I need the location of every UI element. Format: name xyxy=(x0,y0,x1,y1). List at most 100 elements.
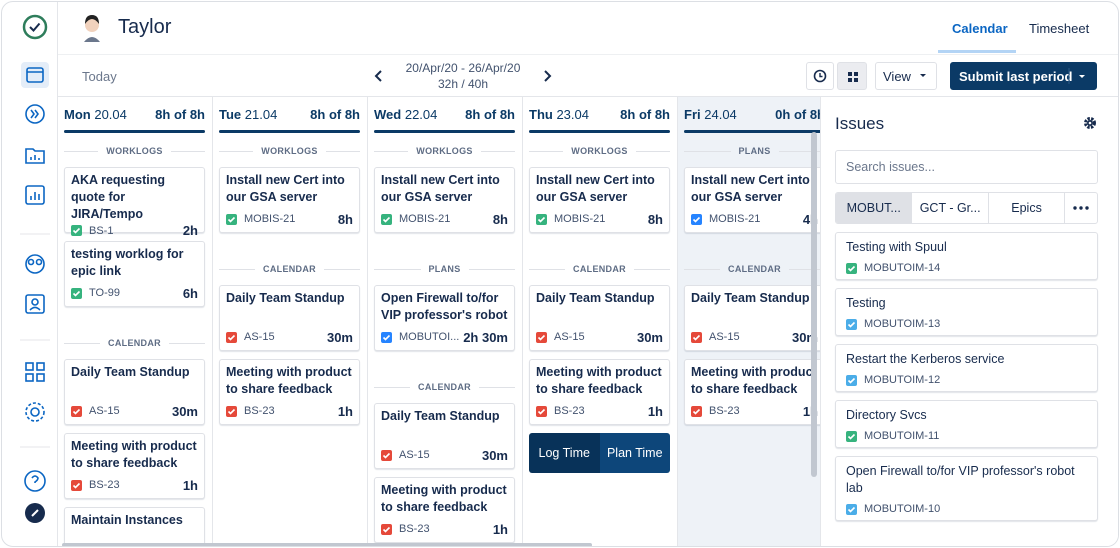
horizontal-scrollbar[interactable] xyxy=(62,543,592,546)
worklog-card[interactable]: Install new Cert into our GSA server MOBI… xyxy=(219,167,360,233)
card-time: 30m xyxy=(636,329,663,345)
card-title: Meeting with product to share feedback xyxy=(691,365,817,396)
view-button[interactable]: View xyxy=(875,62,937,90)
issues-panel: Issues Search issues... MOBUT... GCT - G… xyxy=(820,97,1118,546)
worklog-card[interactable]: Meeting with product to share feedback BS… xyxy=(529,359,670,425)
action-button[interactable]: Log Time xyxy=(529,433,600,473)
issue-title: Testing xyxy=(846,296,886,310)
issue-type-icon xyxy=(536,213,547,225)
worklog-card[interactable]: Maintain Instances xyxy=(64,507,205,546)
nav-calendar[interactable] xyxy=(21,62,49,88)
worklog-card[interactable]: AKA requesting quote for JIRA/Tempo BS-1 2… xyxy=(64,167,205,238)
issue-type-icon xyxy=(381,331,392,343)
section-title: CALENDAR xyxy=(263,264,316,274)
today-button[interactable]: Today xyxy=(82,69,117,84)
card-footer: AS-15 30m xyxy=(691,329,818,345)
toolbar: Today 20/Apr/20 - 26/Apr/20 32h / 40h Vie… xyxy=(58,54,1118,97)
worklog-card[interactable]: Daily Team Standup AS-15 30m xyxy=(219,285,360,351)
worklog-card[interactable]: Daily Team Standup AS-15 30m xyxy=(529,285,670,351)
vertical-scrollbar[interactable] xyxy=(811,132,817,477)
issue-key-row: MOBUTOIM-10 xyxy=(846,503,1087,515)
timesheet-tab[interactable]: Timesheet xyxy=(1029,21,1090,36)
issue-card[interactable]: Testing MOBUTOIM-13 xyxy=(835,288,1098,336)
card-title: Meeting with product to share feedback xyxy=(71,439,197,470)
section-label: PLANS xyxy=(374,262,515,276)
worklog-card[interactable]: Meeting with product to share feedback BS… xyxy=(64,433,205,499)
issue-title: Testing with Spuul xyxy=(846,240,947,254)
nav-charts[interactable] xyxy=(25,185,45,205)
issue-key: BS-23 xyxy=(89,479,120,491)
worklog-card[interactable]: testing worklog for epic link TO-99 6h xyxy=(64,241,205,307)
day-label: Tue 21.04 xyxy=(219,106,277,124)
card-footer: BS-23 1h xyxy=(226,403,353,419)
issue-type-icon xyxy=(71,405,82,417)
issue-card[interactable]: Testing with Spuul MOBUTOIM-14 xyxy=(835,232,1098,280)
section-label: WORKLOGS xyxy=(64,144,205,158)
time-view-button[interactable] xyxy=(806,62,834,90)
section-label: CALENDAR xyxy=(529,262,670,276)
search-input[interactable]: Search issues... xyxy=(835,150,1098,184)
worklog-card[interactable]: Install new Cert into our GSA server MOBI… xyxy=(374,167,515,233)
issue-key: MOBUTOIM-10 xyxy=(864,503,941,515)
issues-settings[interactable] xyxy=(1083,116,1097,130)
worklog-card[interactable]: Install new Cert into our GSA server MOBI… xyxy=(529,167,670,233)
day-total: 8h of 8h xyxy=(620,107,670,122)
more-tabs[interactable] xyxy=(1065,193,1097,223)
issue-type-icon xyxy=(71,479,82,491)
period-hours: 32h / 40h xyxy=(437,77,489,91)
issue-key: TO-99 xyxy=(89,287,120,299)
app-logo[interactable] xyxy=(22,14,48,40)
section-title: CALENDAR xyxy=(108,338,161,348)
day-date: 23.04 xyxy=(556,107,589,122)
next-period[interactable] xyxy=(542,69,552,83)
worklog-card[interactable]: Meeting with product to share feedback BS… xyxy=(219,359,360,425)
section-label: WORKLOGS xyxy=(374,144,515,158)
issue-tab[interactable]: GCT - Gr... xyxy=(912,193,989,223)
day-total: 8h of 8h xyxy=(465,107,515,122)
card-title: Meeting with product to share feedback xyxy=(536,365,662,396)
nav-apps[interactable] xyxy=(25,362,34,371)
worklog-card[interactable]: Open Firewall to/for VIP professor's rob… xyxy=(374,285,515,351)
section-title: PLANS xyxy=(428,264,461,274)
card-title: Daily Team Standup xyxy=(226,291,345,305)
card-footer: BS-1 2h xyxy=(71,223,198,238)
day-header: Mon 20.04 8h of 8h xyxy=(64,106,205,124)
issue-card[interactable]: Restart the Kerberos service MOBUTOIM-12 xyxy=(835,344,1098,392)
nav-plans[interactable] xyxy=(25,104,45,124)
submit-button[interactable]: Submit last period xyxy=(950,62,1097,90)
action-button[interactable]: Plan Time xyxy=(599,433,670,473)
issue-key: AS-15 xyxy=(399,449,430,461)
issue-tab[interactable]: Epics xyxy=(989,193,1066,223)
issue-tab[interactable]: MOBUT... xyxy=(836,193,913,223)
section-label: CALENDAR xyxy=(219,262,360,276)
worklog-card[interactable]: Meeting with product to share feedback BS… xyxy=(684,359,820,425)
calendar-tab[interactable]: Calendar xyxy=(952,21,1008,36)
day-label: Fri 24.04 xyxy=(684,106,737,124)
prev-period[interactable] xyxy=(374,69,384,83)
worklog-card[interactable]: Install new Cert into our GSA server MOBI… xyxy=(684,167,820,233)
issue-card[interactable]: Open Firewall to/for VIP professor's rob… xyxy=(835,456,1098,521)
worklog-card[interactable]: Daily Team Standup AS-15 30m xyxy=(684,285,820,351)
issue-key: BS-1 xyxy=(89,224,114,237)
grid-view-button[interactable] xyxy=(837,62,867,90)
day-total: 8h of 8h xyxy=(310,107,360,122)
nav-help[interactable] xyxy=(24,470,46,492)
day-name: Fri xyxy=(684,107,701,122)
section-label: CALENDAR xyxy=(374,380,515,394)
section-title: WORKLOGS xyxy=(261,146,318,156)
worklog-card[interactable]: Meeting with product to share feedback BS… xyxy=(374,477,515,543)
worklog-card[interactable]: Daily Team Standup AS-15 30m xyxy=(374,403,515,469)
card-time: 2h xyxy=(182,223,198,238)
issue-type-icon xyxy=(846,262,857,274)
nav-teams[interactable] xyxy=(25,254,45,274)
worklog-card[interactable]: Daily Team Standup AS-15 30m xyxy=(64,359,205,425)
issue-title: Open Firewall to/for VIP professor's rob… xyxy=(846,464,1075,495)
nav-accounts[interactable] xyxy=(25,294,45,314)
card-footer: MOBIS-21 8h xyxy=(536,211,663,227)
day-name: Mon xyxy=(64,107,91,122)
nav-settings[interactable] xyxy=(25,402,45,422)
nav-reports[interactable] xyxy=(25,148,45,164)
issue-type-icon xyxy=(846,318,857,330)
issue-card[interactable]: Directory Svcs MOBUTOIM-11 xyxy=(835,400,1098,448)
card-title: Open Firewall to/for VIP professor's rob… xyxy=(381,291,508,322)
